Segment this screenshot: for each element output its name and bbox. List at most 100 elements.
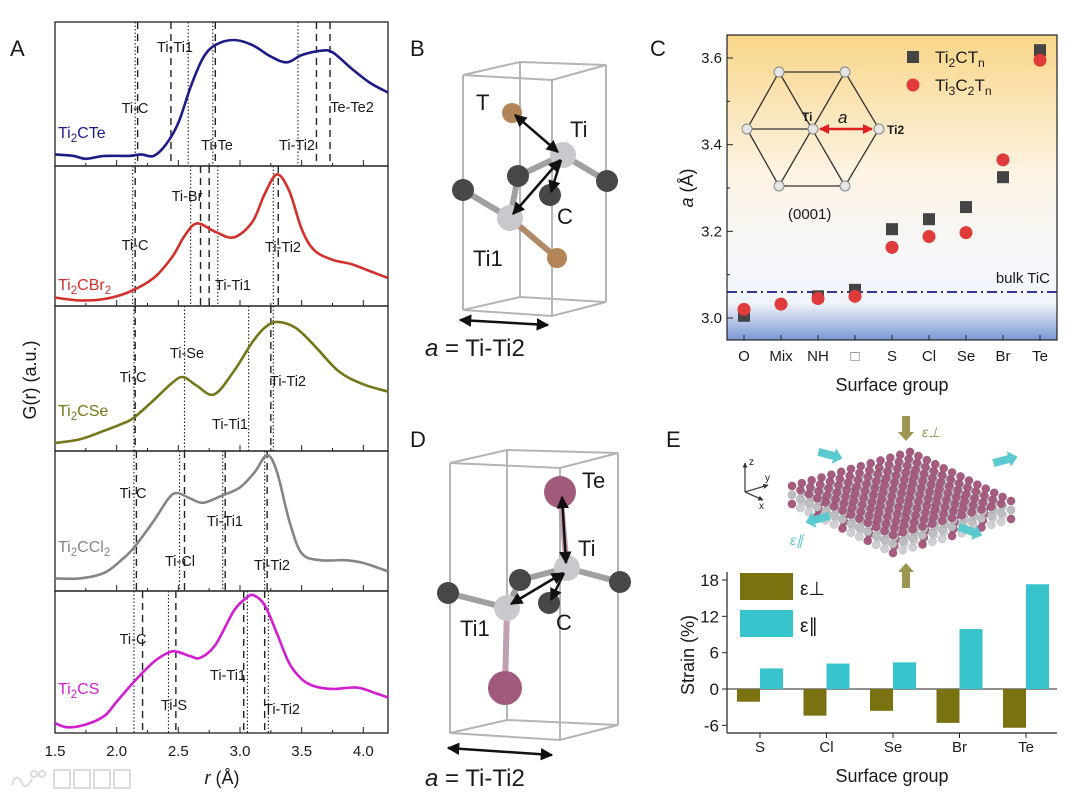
pdf-curve-ti2cbr2 (54, 173, 389, 302)
x-tick-label: □ (850, 348, 859, 365)
x-tick-label: Te (1032, 348, 1048, 365)
eps-perp-arrow-up (898, 563, 914, 588)
panel-a-xlabel: r (Å) (205, 768, 240, 788)
bar-eps-par (959, 629, 983, 689)
compound-label: Ti2CS (58, 681, 99, 701)
data-point-circle (885, 240, 899, 254)
slab-atom (787, 490, 797, 500)
axis-y-label: y (765, 473, 770, 484)
subscript: 2 (71, 411, 77, 423)
slab-atom (817, 473, 826, 482)
caption-rest: = Ti-Ti2 (438, 335, 524, 362)
lattice-caption: a = Ti-Ti2 (425, 335, 525, 362)
slab-atom (905, 447, 915, 457)
bond-label: Ti-Ti1 (212, 417, 248, 433)
x-tick-label: Br (996, 348, 1011, 365)
subplot-frame (54, 590, 389, 734)
slab-atom (826, 470, 836, 480)
bonds (461, 152, 609, 261)
y-tick-label: 12 (700, 607, 719, 626)
terminal-atom (547, 248, 567, 268)
slab-atom (856, 461, 866, 471)
bond-label: Ti-Ti2 (264, 702, 300, 718)
bar-eps-par (826, 663, 850, 689)
bond-label: Ti-C (120, 486, 147, 502)
compound-label: Ti2CBr2 (58, 277, 111, 297)
bond-label: Ti-Ti1 (157, 40, 193, 56)
atom-label-ti1: Ti1 (460, 616, 490, 641)
bond-label: Ti-Ti1 (210, 668, 246, 684)
bond-label: Ti-Br (172, 189, 203, 205)
carbon-atom (509, 569, 531, 591)
atom-label-te: Te (582, 468, 605, 493)
axes-triad-icon (742, 462, 769, 501)
atom-label-t: T (476, 90, 489, 115)
panel-b-structure: T Ti C Ti1 a = Ti-Ti2 (425, 60, 618, 362)
slab-atom (1006, 496, 1016, 506)
atom-label-c: C (556, 610, 572, 635)
xlabel-var: r (205, 768, 212, 788)
slab-atom (981, 484, 991, 494)
data-point-circle (811, 292, 825, 305)
slab-atom (1006, 514, 1016, 524)
y-tick-label: 3.0 (701, 310, 722, 327)
panel-e-strain-chart: -6 0 6 12 18 S Cl Se Br Te ε⊥ ε∥ (700, 571, 1057, 756)
pdf-curve-ti2cs (54, 593, 389, 729)
bar-eps-perp (737, 689, 760, 702)
x-tick-label: NH (807, 348, 829, 365)
bond-arrows (458, 114, 563, 331)
legend-marker-square (907, 51, 919, 63)
formula-part: CCl (77, 539, 104, 556)
arrow-shape (805, 512, 831, 528)
formula-part: CBr (77, 277, 105, 294)
carbon-atom (539, 184, 561, 206)
formula-part: CT (955, 48, 978, 67)
legend-label: Ti2CTn (935, 48, 985, 70)
slab-atom (807, 475, 817, 485)
bond-label: Ti-C (122, 238, 149, 254)
inset-label-ti: Ti (802, 110, 812, 124)
panel-d-structure: Te Ti C Ti1 a = Ti-Ti2 (425, 448, 631, 792)
panel-e-ylabel: Strain (%) (678, 615, 698, 695)
subscript: 2 (71, 547, 77, 559)
formula-part: T (974, 76, 984, 95)
data-point-circle (922, 230, 936, 244)
pdf-curve-ti2cse (54, 320, 389, 445)
y-tick-label: 18 (700, 571, 719, 590)
x-tick-label: 2.5 (168, 743, 189, 760)
y-tick-label: 6 (710, 644, 719, 663)
slab-atom (797, 478, 807, 488)
ylabel-unit: (Å) (677, 168, 697, 197)
slab-atom (964, 476, 974, 486)
data-point-circle (996, 153, 1010, 167)
slab-atom (787, 499, 797, 509)
arrow-shape (898, 563, 914, 588)
titanium-atom (497, 205, 523, 231)
carbon-atom (452, 179, 474, 201)
slab-atom (876, 456, 885, 465)
data-point-circle (737, 302, 751, 316)
slab-atom (866, 458, 876, 468)
subscript: 2 (71, 285, 77, 297)
panel-label-b: B (410, 36, 425, 61)
data-point-square (960, 201, 972, 214)
legend-swatch (740, 610, 793, 637)
reference-label: bulk TiC (996, 270, 1050, 287)
panel-label-c: C (650, 36, 666, 61)
bond-label: Ti-Ti2 (279, 138, 315, 154)
formula-part: CS (77, 681, 99, 698)
subscript: 2 (949, 56, 956, 70)
axis-z-label: z (749, 457, 754, 468)
panel-c-ylabel: a (Å) (677, 168, 697, 207)
bond-label: Ti-Ti2 (254, 558, 290, 574)
slab-atom (1006, 505, 1016, 515)
bar-eps-perp (870, 689, 893, 711)
bar-eps-par (760, 668, 783, 689)
data-point-square (1034, 44, 1046, 57)
slab-atom (787, 481, 797, 491)
carbon-atom (596, 170, 618, 192)
data-point-circle (774, 297, 788, 311)
panel-e-xlabel: Surface group (835, 766, 948, 786)
